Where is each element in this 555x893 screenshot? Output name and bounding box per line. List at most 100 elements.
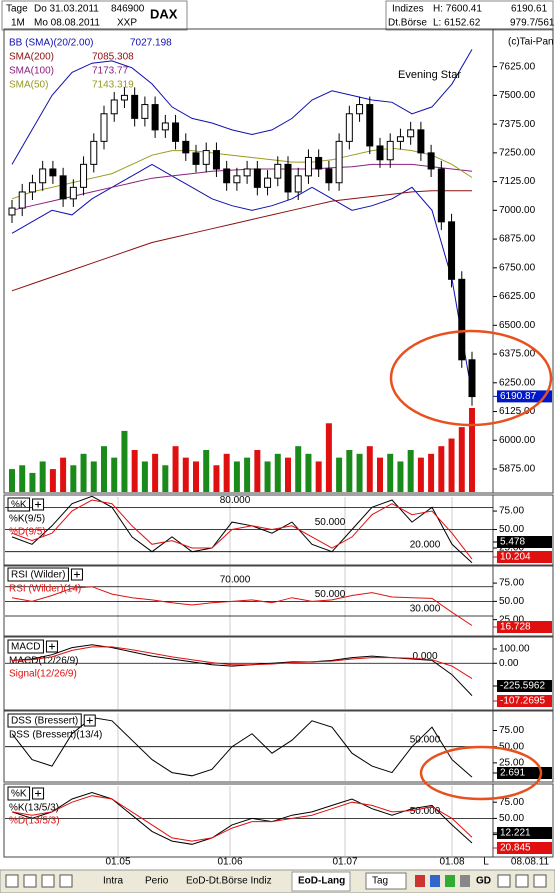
panel-plus-sign — [35, 501, 42, 508]
date-label: 01.08 — [439, 857, 464, 868]
overlay-line — [11, 190, 472, 292]
panel-label-box — [7, 713, 82, 728]
volume-bar — [101, 446, 107, 492]
header-text: H: 7600.41 — [433, 4, 482, 15]
candle-body — [304, 156, 312, 177]
volume-bar — [356, 453, 363, 492]
y-tick-label: 50.00 — [499, 524, 524, 535]
volume-bar — [285, 457, 291, 492]
panel-label-box — [7, 786, 31, 801]
y-tick-label: 5875.00 — [499, 464, 536, 475]
volume-bar — [458, 427, 465, 492]
candle-body — [417, 129, 425, 154]
legend-name: SMA(50) — [9, 80, 48, 91]
end-date: 08.08.11 — [511, 857, 550, 868]
y-tick-label: 6375.00 — [499, 349, 536, 360]
y-tick-label: 25.00 — [499, 758, 524, 769]
y-tick-label: 6000.00 — [499, 435, 536, 446]
tool-icon[interactable] — [460, 875, 470, 887]
tool-icon[interactable] — [515, 874, 529, 888]
y-tick-label: 50.00 — [499, 813, 524, 824]
panel-plus-sign — [48, 643, 55, 650]
volume-bar — [141, 461, 148, 492]
level-label: 0.000 — [412, 651, 437, 662]
legend-value: 7027.198 — [130, 38, 172, 49]
tool-icon[interactable] — [41, 874, 55, 888]
tool-icon[interactable] — [23, 874, 37, 888]
tool-icon[interactable] — [497, 874, 511, 888]
volume-bar — [469, 408, 475, 492]
toolbar-bar — [0, 869, 555, 893]
legend-name: %K(13/5/3) — [9, 803, 59, 814]
level-label: 30.000 — [410, 604, 441, 615]
tab[interactable]: EoD-Dt.Börse Indiz — [186, 876, 272, 887]
candle-body — [366, 104, 374, 147]
tool-icon[interactable] — [415, 875, 425, 887]
indicator-line — [11, 499, 473, 560]
candle-body — [253, 168, 261, 188]
tab[interactable]: Perio — [145, 876, 169, 887]
legend-name: MACD(12/26/9) — [9, 656, 78, 667]
header: Tage Do 31.03.2011 846900 DAX 1M Mo 08.0… — [1, 0, 555, 31]
level-label: 80.000 — [220, 495, 251, 506]
y-tick-label: 6750.00 — [499, 262, 536, 273]
volume-bar — [80, 453, 87, 492]
header-text: L: 6152.62 — [433, 18, 481, 29]
candle-body — [100, 113, 108, 142]
y-tick-label: 7000.00 — [499, 205, 536, 216]
candle-body — [356, 104, 364, 115]
volume-bar — [203, 450, 210, 492]
readout: 12.221 — [500, 828, 531, 839]
volume-bar — [417, 457, 424, 492]
panel-plus-sign — [73, 571, 80, 578]
tool-icon[interactable] — [445, 875, 455, 887]
y-tick-label: 7125.00 — [499, 176, 536, 187]
candle-body — [59, 175, 67, 200]
tool-icon[interactable] — [5, 874, 19, 888]
volume-bar — [377, 457, 383, 492]
readout: 6190.87 — [500, 391, 537, 402]
indicator-line — [11, 646, 473, 680]
panel-frame — [3, 783, 554, 858]
candle-body — [468, 359, 476, 398]
volume-bar — [387, 453, 394, 492]
panel-label: %K — [11, 789, 27, 800]
volume-bar — [274, 453, 281, 492]
candle-body — [458, 278, 466, 361]
tool-icon[interactable] — [533, 874, 547, 888]
candle-body — [18, 191, 26, 209]
highlight-ellipse — [389, 329, 553, 427]
readout-box — [497, 621, 552, 633]
active-tab[interactable] — [291, 871, 351, 892]
level-label: 50.000 — [315, 517, 346, 528]
panel-plus-sign — [86, 717, 93, 724]
header-text: XXP — [117, 18, 137, 29]
overlay-line — [11, 163, 473, 211]
candle-body — [233, 175, 241, 184]
y-tick-label: 75.00 — [499, 797, 524, 808]
y-tick-label: 75.00 — [499, 578, 524, 589]
volume-bar — [295, 446, 302, 492]
legend-name: SMA(100) — [9, 66, 54, 77]
volume-bar — [233, 461, 240, 492]
panel-frame — [3, 710, 554, 783]
period[interactable]: Tag — [372, 876, 388, 887]
volume-bar — [407, 450, 414, 492]
candle-body — [212, 150, 220, 170]
panel-label: DSS (Bressert) — [11, 716, 78, 727]
panel-label-box — [7, 567, 69, 582]
gd-button[interactable]: GD — [476, 876, 491, 887]
indicator-line — [11, 586, 473, 626]
readout-box — [497, 842, 552, 854]
candle-body — [192, 152, 200, 165]
readout-box — [497, 695, 552, 707]
tool-icon[interactable] — [59, 874, 73, 888]
period-select[interactable] — [365, 872, 407, 890]
volume-bar — [213, 465, 220, 492]
tab[interactable]: Intra — [103, 876, 123, 887]
volume-bar — [182, 457, 189, 492]
volume-bar — [121, 430, 128, 492]
tab[interactable]: EoD-Lang — [298, 876, 345, 887]
panel-label: %K — [11, 500, 27, 511]
tool-icon[interactable] — [430, 875, 440, 887]
